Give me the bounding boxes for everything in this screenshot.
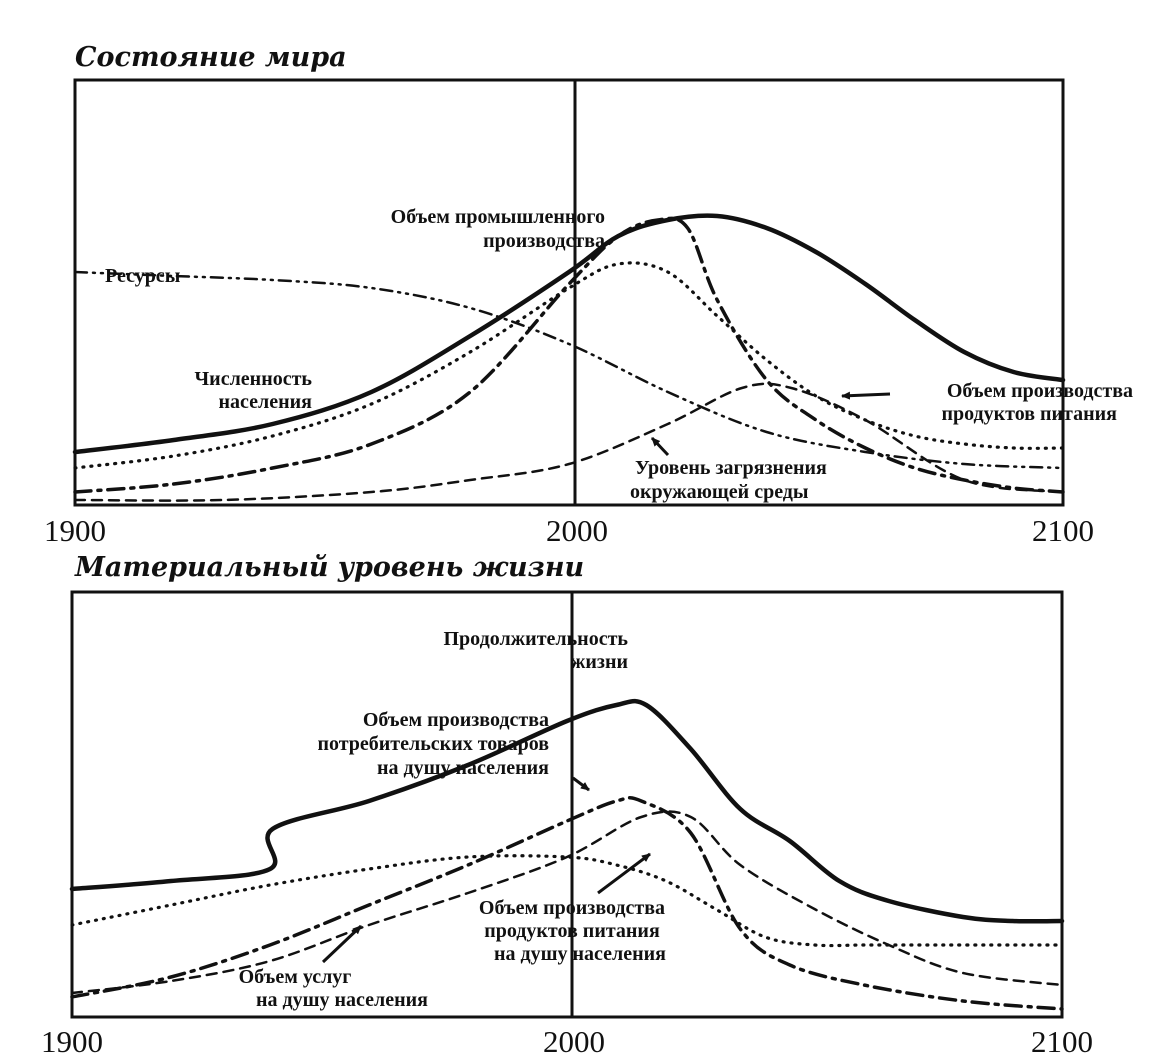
label-food-per-capita-line3: на душу населения — [494, 943, 666, 965]
label-industrial-output-line2: производства — [483, 230, 605, 252]
series-line-food — [73, 261, 1065, 470]
x-tick-label-1900-bottom: 1900 — [41, 1024, 103, 1058]
arrow-pollution — [650, 436, 670, 457]
series-line-services-per-capita — [70, 810, 1064, 995]
arrow-food — [841, 391, 891, 400]
label-life-expectancy-line1: Продолжительность — [443, 628, 628, 650]
series-line-food-per-capita — [70, 854, 1064, 948]
label-food-per-capita-line2: продуктов питания — [484, 920, 660, 942]
plot-frame-top — [73, 78, 1065, 507]
label-population-line1: Численность — [195, 368, 313, 390]
plot-frame-bottom — [70, 590, 1064, 1019]
label-consumer-goods-line2: потребительских товаров — [317, 733, 549, 755]
series-line-pollution — [73, 382, 1065, 502]
arrow-consumer-goods — [572, 776, 590, 792]
label-food-line1: Объем производства — [947, 380, 1133, 402]
label-consumer-goods-line3: на душу населения — [377, 757, 549, 779]
label-industrial-output-line1: Объем промышленного — [391, 206, 605, 228]
series-line-consumer-goods — [70, 796, 1064, 1011]
label-services-line2: на душу населения — [256, 989, 428, 1011]
label-food-per-capita-line1: Объем производства — [479, 897, 665, 919]
panel-state-of-world: Состояние мира 1900 2000 2100 Ресурсы Чи… — [44, 42, 1133, 548]
label-services-line1: Объем услуг — [239, 966, 352, 988]
panel-material-standard: Материальный уровень жизни 1900 2000 210… — [41, 552, 1093, 1058]
series-group-top — [72, 213, 1066, 502]
series-line-life-expectancy — [69, 698, 1065, 924]
x-tick-label-1900-top: 1900 — [44, 513, 106, 548]
panel-title-material-standard: Материальный уровень жизни — [74, 552, 584, 583]
arrow-food-per-capita — [597, 852, 651, 895]
x-tick-label-2100-bottom: 2100 — [1031, 1024, 1093, 1058]
x-tick-label-2100-top: 2100 — [1032, 513, 1094, 548]
label-life-expectancy-line2: жизни — [571, 651, 628, 673]
panel-title-state-of-world: Состояние мира — [75, 42, 347, 73]
series-line-resources — [73, 270, 1065, 470]
arrow-services — [321, 924, 363, 964]
label-population-line2: населения — [219, 391, 313, 413]
series-line-population — [72, 213, 1066, 455]
label-consumer-goods-line1: Объем производства — [363, 709, 549, 731]
label-pollution-line2: окружающей среды — [630, 481, 809, 503]
x-tick-label-2000-top: 2000 — [546, 513, 608, 548]
label-resources: Ресурсы — [105, 265, 181, 287]
label-pollution-line1: Уровень загрязнения — [635, 457, 827, 479]
series-line-industrial-output — [73, 216, 1065, 494]
series-group-bottom — [69, 698, 1065, 1011]
x-tick-label-2000-bottom: 2000 — [543, 1024, 605, 1058]
label-food-line2: продуктов питания — [941, 403, 1117, 425]
